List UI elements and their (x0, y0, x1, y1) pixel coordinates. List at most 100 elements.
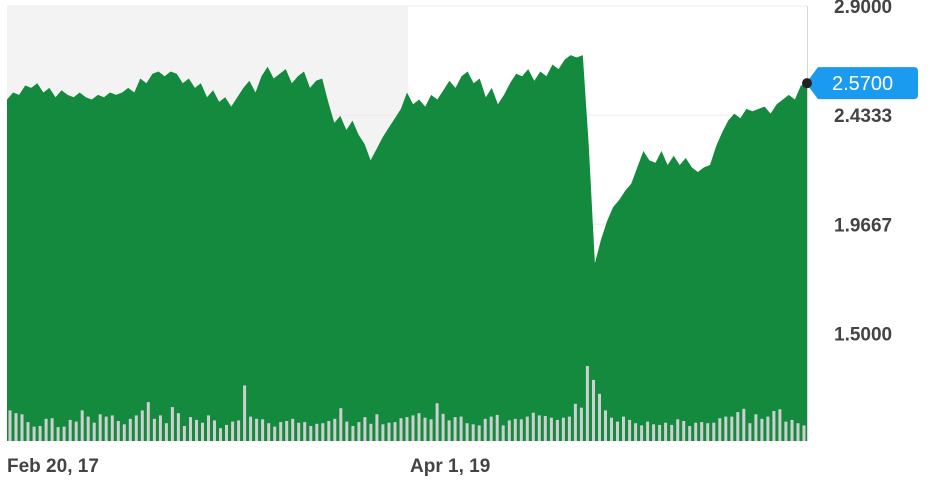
volume-bar (26, 422, 30, 441)
volume-bar (676, 419, 680, 441)
volume-bar (345, 421, 349, 441)
last-value-badge: 2.5700 (806, 67, 918, 100)
volume-bar (525, 416, 529, 441)
volume-bar (14, 413, 18, 441)
volume-bar (369, 423, 373, 441)
volume-bar (339, 408, 343, 441)
volume-bar (555, 419, 559, 441)
y-tick-label: 1.5000 (834, 324, 892, 345)
volume-bar (255, 418, 259, 441)
volume-bar (628, 419, 632, 441)
price-area (7, 55, 807, 441)
volume-bar (670, 424, 674, 441)
volume-bar (688, 426, 692, 441)
volume-bar (802, 425, 806, 441)
volume-bar (706, 423, 710, 441)
volume-bar (387, 422, 391, 441)
volume-bar (297, 422, 301, 441)
volume-bar (249, 416, 253, 441)
volume-bar (32, 426, 36, 441)
volume-bar (429, 419, 433, 441)
volume-bar (315, 423, 319, 441)
volume-bar (622, 416, 625, 441)
volume-bar (140, 410, 144, 441)
volume-bar (213, 420, 216, 441)
volume-bar (201, 422, 204, 441)
volume-bar (152, 418, 156, 441)
volume-bars (8, 366, 806, 441)
volume-bar (399, 418, 403, 441)
volume-bar (195, 419, 198, 441)
volume-bar (74, 421, 78, 441)
volume-bar (712, 422, 716, 441)
volume-bar (44, 418, 48, 441)
volume-bar (604, 410, 607, 441)
volume-bar (279, 422, 283, 441)
volume-bar (417, 413, 421, 441)
volume-bar (189, 417, 192, 441)
volume-bar (646, 421, 650, 441)
volume-bar (640, 425, 644, 441)
y-tick-label: 2.4333 (834, 106, 892, 127)
volume-bar (86, 416, 90, 441)
volume-bar (465, 423, 469, 441)
volume-bar (531, 412, 535, 441)
volume-bar (766, 416, 770, 441)
volume-bar (561, 417, 565, 441)
volume-bar (718, 418, 722, 441)
volume-bar (477, 425, 481, 441)
y-tick-label: 2.9000 (834, 0, 892, 18)
volume-bar (447, 420, 451, 441)
volume-bar (309, 426, 313, 441)
volume-bar (261, 419, 265, 441)
volume-bar (176, 413, 180, 441)
volume-bar (375, 414, 379, 441)
volume-bar (501, 425, 505, 441)
volume-bar (158, 415, 162, 441)
volume-bar (291, 418, 295, 441)
volume-bar (116, 421, 120, 441)
volume-bar (435, 403, 439, 441)
volume-bar (483, 418, 487, 441)
volume-bar (351, 426, 355, 441)
volume-bar (513, 418, 517, 441)
volume-bar (519, 419, 523, 441)
volume-bar (50, 418, 54, 441)
volume-bar (694, 422, 698, 441)
volume-bar (592, 379, 595, 441)
last-value-label: 2.5700 (832, 73, 893, 95)
volume-bar (225, 424, 228, 441)
volume-bar (471, 424, 475, 441)
volume-bar (489, 416, 493, 441)
last-value-badge-shape (806, 67, 918, 100)
volume-bar (68, 419, 72, 441)
volume-bar (411, 415, 415, 441)
volume-bar (92, 422, 96, 441)
volume-bar (634, 423, 638, 441)
volume-bar (537, 415, 541, 441)
volume-bar (423, 417, 427, 441)
volume-bar (652, 424, 656, 441)
volume-bar (170, 407, 174, 441)
volume-bar (182, 426, 186, 441)
x-tick-label: Apr 1, 19 (410, 456, 490, 477)
volume-bar (742, 408, 746, 441)
volume-bar (393, 422, 397, 441)
volume-bar (507, 420, 511, 441)
volume-bar (122, 424, 126, 441)
volume-bar (62, 426, 66, 441)
x-tick-label: Feb 20, 17 (7, 456, 99, 477)
volume-bar (772, 411, 776, 441)
volume-bar (748, 423, 752, 441)
volume-bar (441, 413, 445, 441)
volume-bar (273, 426, 277, 441)
volume-bar (664, 422, 668, 441)
volume-bar (784, 421, 788, 441)
volume-bar (134, 415, 138, 441)
volume-bar (796, 423, 800, 441)
volume-bar (754, 414, 758, 441)
y-axis-ticks: 2.9000 2.4333 1.9667 1.5000 (834, 0, 892, 345)
volume-bar (333, 418, 337, 441)
